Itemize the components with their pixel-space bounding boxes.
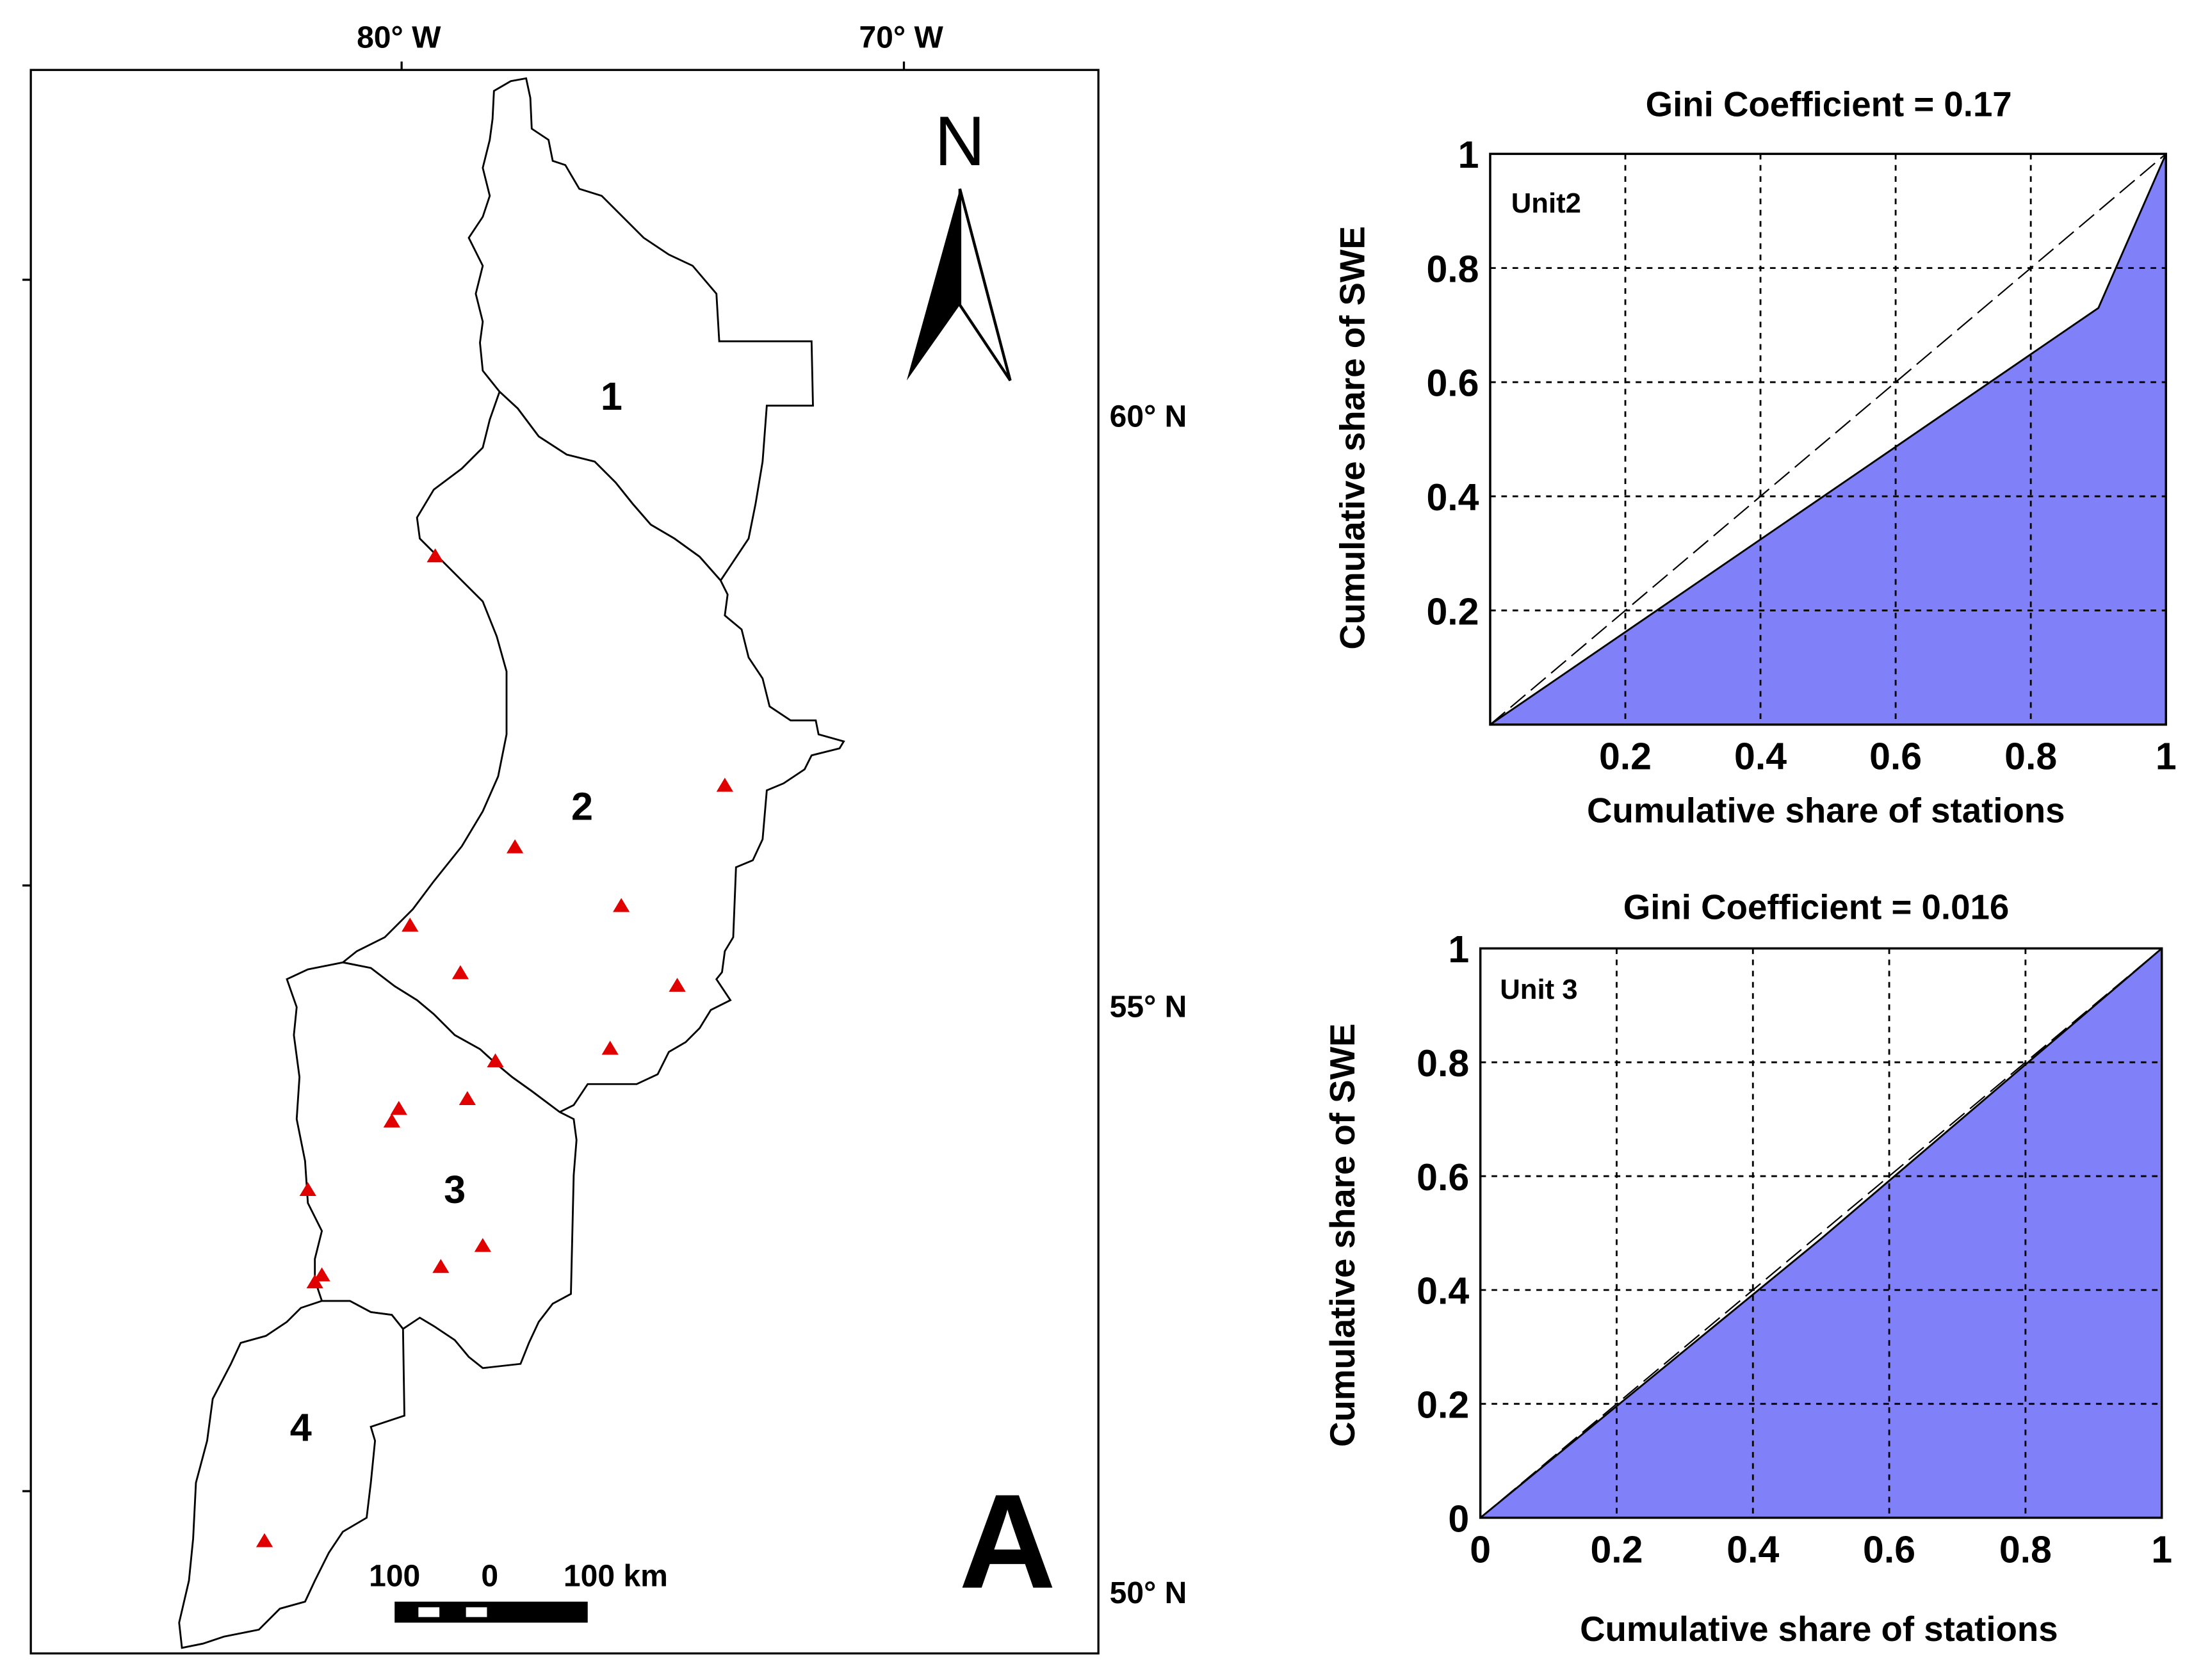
scale-bar-segment <box>418 1607 440 1617</box>
x-tick-label: 0.2 <box>1599 736 1652 778</box>
x-tick-label: 0.8 <box>2004 736 2057 778</box>
chart-ylabel: Cumulative share of SWE <box>1323 1023 1362 1447</box>
x-tick-label: 0 <box>1470 1528 1491 1571</box>
y-tick-label: 1 <box>1448 928 1469 971</box>
scale-bar: 100 0 100 km <box>369 1559 668 1623</box>
scale-bar-mid-label: 0 <box>481 1559 498 1594</box>
station-marker <box>487 1053 504 1068</box>
y-tick-label: 0.8 <box>1426 248 1479 290</box>
x-tick-label: 0.6 <box>1863 1528 1915 1571</box>
unit-4-boundary <box>178 1300 405 1649</box>
station-marker <box>383 1113 400 1127</box>
lorenz-curve <box>1490 153 2167 725</box>
chart-ylabel: Cumulative share of SWE <box>1333 226 1372 650</box>
y-tick-label: 0.6 <box>1426 362 1479 405</box>
north-arrow: N <box>906 102 1012 382</box>
station-marker <box>716 777 733 792</box>
station-marker <box>506 839 524 853</box>
y-tick-label: 0.8 <box>1417 1042 1469 1085</box>
scale-bar-segment <box>466 1607 487 1617</box>
station-marker <box>474 1238 491 1252</box>
plot-frame <box>1489 152 2167 726</box>
station-markers <box>256 548 733 1547</box>
lorenz-curve <box>1479 948 2163 1519</box>
chart-unit2: 0.2 0.4 0.6 0.8 1 0.2 0.4 0.6 0.8 1 Gini Coeffici… <box>1333 85 2176 830</box>
chart-unit-label: Unit 3 <box>1500 974 1577 1005</box>
lon-label-80w: 80° W <box>357 20 441 54</box>
station-marker <box>390 1101 407 1115</box>
y-tick-label: 0 <box>1448 1498 1469 1540</box>
y-tick-label: 0.2 <box>1426 590 1479 633</box>
north-arrow-icon <box>958 188 1012 382</box>
station-marker <box>459 1091 476 1106</box>
station-marker <box>313 1267 330 1282</box>
unit-1-boundary <box>467 77 814 583</box>
x-tick-label: 0.6 <box>1869 736 1922 778</box>
station-marker <box>299 1182 316 1197</box>
lon-label-70w: 70° W <box>859 20 943 54</box>
north-arrow-label: N <box>934 102 985 181</box>
x-tick-label: 1 <box>2156 736 2177 778</box>
equality-line <box>1479 948 2163 1519</box>
lat-label-50n: 50° N <box>1110 1576 1187 1610</box>
plot-area: 0 0.2 0.4 0.6 0.8 1 0 0.2 0.4 0.6 0.8 1 <box>1417 928 2172 1571</box>
x-tick-label: 0.4 <box>1727 1528 1779 1571</box>
station-marker <box>306 1274 323 1289</box>
lat-label-55n: 55° N <box>1110 989 1187 1024</box>
station-marker <box>601 1040 619 1055</box>
equality-line <box>1490 153 2166 725</box>
chart-unit3: 0 0.2 0.4 0.6 0.8 1 0 0.2 0.4 0.6 0.8 1 Gini Coeffi… <box>1323 887 2172 1648</box>
y-tick-label: 1 <box>1458 134 1479 176</box>
plot-frame <box>1479 947 2163 1519</box>
unit-1-label: 1 <box>601 375 622 418</box>
scale-bar-left-label: 100 <box>369 1559 420 1594</box>
lorenz-area <box>1490 154 2166 725</box>
x-tick-label: 0.4 <box>1734 736 1787 778</box>
unit-4-label: 4 <box>290 1405 312 1449</box>
chart-title: Gini Coefficient = 0.016 <box>1623 887 2009 926</box>
unit-3-boundary <box>286 961 578 1369</box>
station-marker <box>613 898 630 912</box>
north-arrow-icon <box>906 188 960 381</box>
y-tick-label: 0.4 <box>1426 476 1479 519</box>
station-marker <box>451 965 469 980</box>
x-tick-label: 0.2 <box>1590 1528 1643 1571</box>
y-tick-label: 0.6 <box>1417 1156 1469 1199</box>
x-tick-label: 1 <box>2151 1528 2172 1571</box>
station-marker <box>669 978 686 992</box>
chart-unit-label: Unit2 <box>1511 188 1581 219</box>
station-marker <box>427 548 444 563</box>
chart-xlabel: Cumulative share of stations <box>1587 791 2065 830</box>
y-tick-label: 0.4 <box>1417 1270 1469 1312</box>
chart-title: Gini Coefficient = 0.17 <box>1646 85 2012 124</box>
panel-label: A <box>959 1467 1055 1617</box>
station-marker <box>432 1259 450 1273</box>
plot-area: 0.2 0.4 0.6 0.8 1 0.2 0.4 0.6 0.8 1 <box>1426 134 2176 777</box>
lorenz-area <box>1480 948 2162 1518</box>
unit-3-label: 3 <box>444 1168 466 1211</box>
scale-bar-right-label: 100 km <box>564 1559 668 1594</box>
chart-xlabel: Cumulative share of stations <box>1580 1610 2058 1649</box>
map-panel: 80° W 70° W 60° N 55° N 50° N 1 2 3 4 <box>22 20 1187 1655</box>
y-tick-label: 0.2 <box>1417 1384 1469 1426</box>
station-marker <box>402 917 419 932</box>
station-marker <box>256 1533 273 1547</box>
x-tick-label: 0.8 <box>1999 1528 2052 1571</box>
lat-label-60n: 60° N <box>1110 399 1187 433</box>
unit-2-boundary <box>341 390 845 1113</box>
unit-2-label: 2 <box>571 784 593 828</box>
